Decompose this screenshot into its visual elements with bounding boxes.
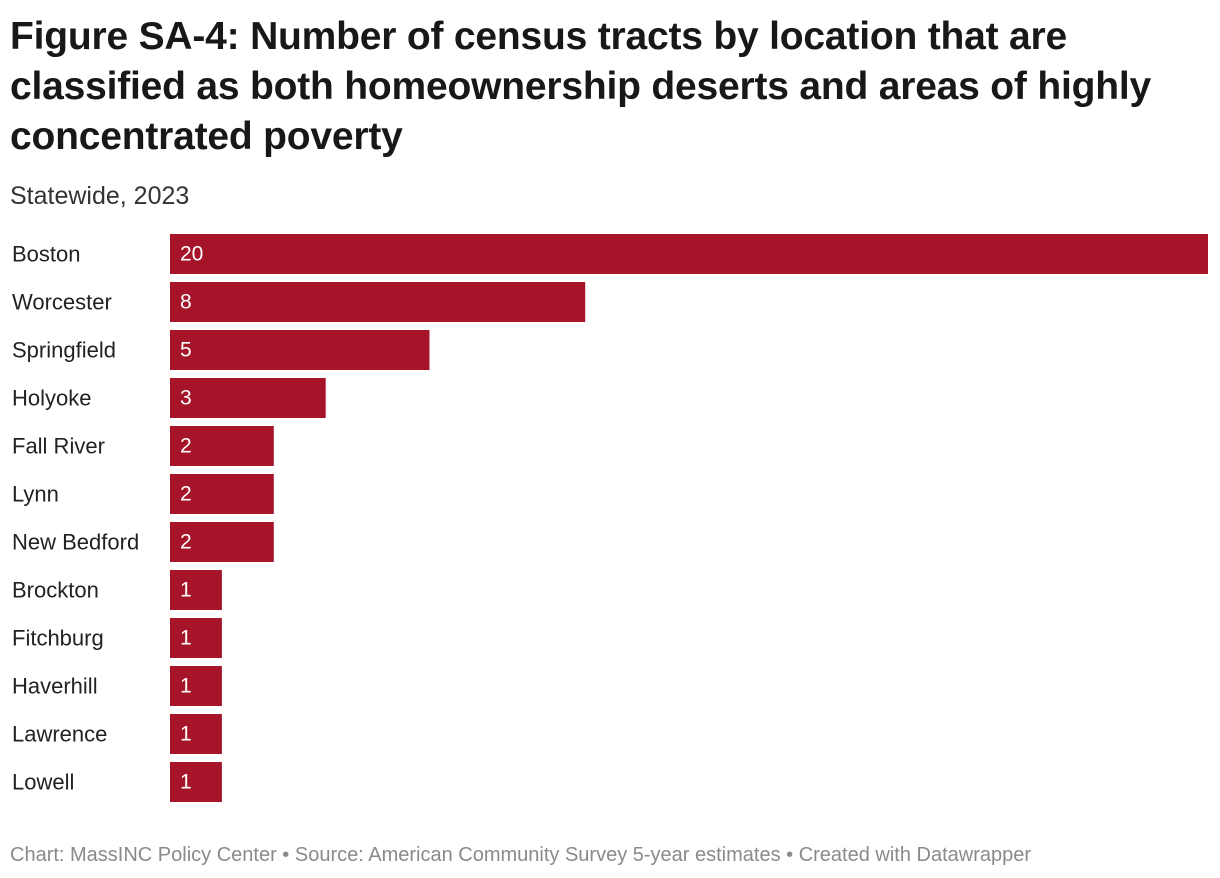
bar: [170, 378, 326, 418]
value-label: 2: [180, 531, 192, 554]
value-label: 1: [180, 723, 192, 746]
bar-row: Springfield 5: [12, 330, 430, 370]
category-label: Springfield: [12, 338, 116, 363]
bar-row: Boston 20: [12, 234, 1208, 274]
category-label: Lawrence: [12, 722, 107, 747]
category-label: Lynn: [12, 482, 59, 507]
bar: [170, 666, 222, 706]
bar: [170, 330, 430, 370]
category-label: Brockton: [12, 578, 99, 603]
bar-chart: Boston 20 Worcester 8 Springfield 5 Holyoke 3 Fa…: [0, 228, 1220, 808]
bar-row: New Bedford 2: [12, 522, 274, 562]
value-label: 5: [180, 339, 192, 362]
category-label: New Bedford: [12, 530, 139, 555]
category-label: Lowell: [12, 770, 74, 795]
chart-subtitle: Statewide, 2023: [10, 182, 190, 210]
bar: [170, 234, 1208, 274]
bar-row: Holyoke 3: [12, 378, 326, 418]
value-label: 1: [180, 771, 192, 794]
value-label: 2: [180, 435, 192, 458]
bar-row: Brockton 1: [12, 570, 222, 610]
category-label: Fitchburg: [12, 626, 104, 651]
bar: [170, 522, 274, 562]
bar-row: Fitchburg 1: [12, 618, 222, 658]
category-label: Holyoke: [12, 386, 91, 411]
bar: [170, 474, 274, 514]
bar-row: Fall River 2: [12, 426, 274, 466]
bar-row: Haverhill 1: [12, 666, 222, 706]
value-label: 20: [180, 243, 203, 266]
value-label: 1: [180, 675, 192, 698]
value-label: 1: [180, 627, 192, 650]
value-label: 3: [180, 387, 192, 410]
bar: [170, 762, 222, 802]
category-label: Worcester: [12, 290, 112, 315]
bar: [170, 570, 222, 610]
bar-row: Lawrence 1: [12, 714, 222, 754]
category-label: Fall River: [12, 434, 105, 459]
chart-title: Figure SA-4: Number of census tracts by …: [10, 15, 1151, 158]
value-label: 8: [180, 291, 192, 314]
bar: [170, 282, 586, 322]
bar-row: Lowell 1: [12, 762, 222, 802]
bar: [170, 714, 222, 754]
chart-footer: Chart: MassINC Policy Center • Source: A…: [10, 844, 1032, 866]
bar: [170, 618, 222, 658]
bar-row: Worcester 8: [12, 282, 586, 322]
bar: [170, 426, 274, 466]
value-label: 2: [180, 483, 192, 506]
bar-chart-svg: Boston 20 Worcester 8 Springfield 5 Holyoke 3 Fa…: [12, 234, 1208, 802]
bar-row: Lynn 2: [12, 474, 274, 514]
category-label: Haverhill: [12, 674, 98, 699]
category-label: Boston: [12, 242, 81, 267]
value-label: 1: [180, 579, 192, 602]
